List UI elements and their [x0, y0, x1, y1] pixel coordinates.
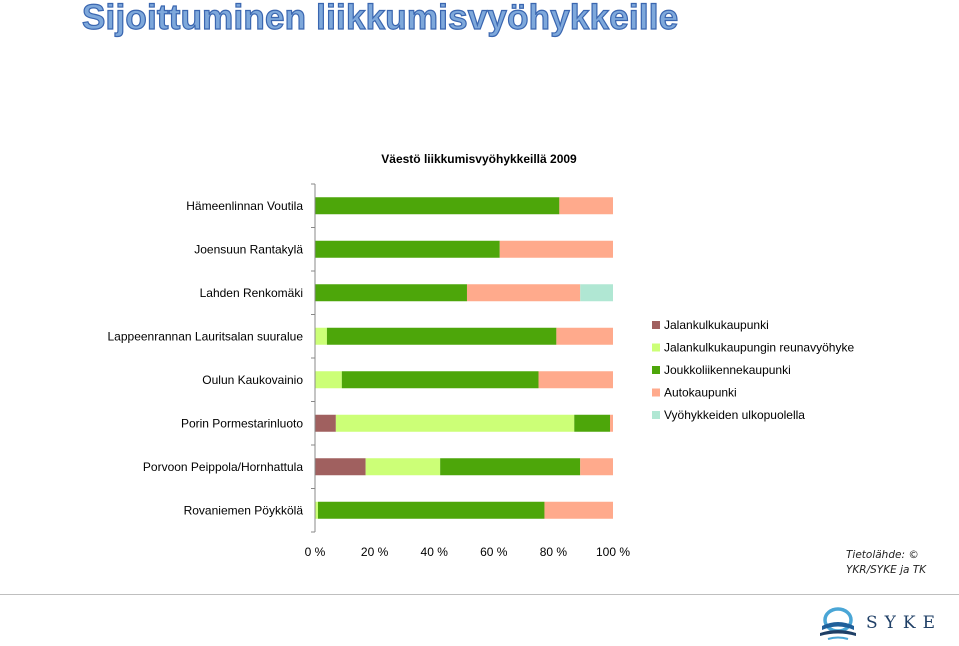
category-label-6: Porvoon Peippola/Hornhattula: [143, 460, 303, 474]
legend-swatch-4: [652, 411, 660, 419]
source-note: Tietolähde: © YKR/SYKE ja TK: [846, 548, 956, 578]
slide-title: Sijoittuminen liikkumisvyöhykkeille: [81, 0, 679, 38]
bar-segment-3-3: [556, 327, 613, 345]
category-labels: Hämeenlinnan Voutila Joensuun Rantakylä La…: [108, 199, 304, 518]
syke-logo-icon: [820, 607, 856, 640]
x-tick-label-5: 100 %: [596, 545, 630, 559]
category-label-2: Lahden Renkomäki: [200, 286, 303, 300]
footer-divider: [0, 594, 959, 595]
legend-swatch-1: [652, 343, 660, 352]
legend-label-0: Jalankulkukaupunki: [664, 318, 769, 332]
x-tick-label-3: 60 %: [480, 545, 508, 559]
bar-segment-2-3: [466, 284, 581, 302]
chart-title: Väestö liikkumisvyöhykkeillä 2009: [381, 152, 577, 166]
stacked-bar-chart: Väestö liikkumisvyöhykkeillä 2009 Hämeen…: [108, 152, 855, 559]
bar-segment-7-3: [544, 501, 613, 519]
bar-segment-0-2: [315, 197, 560, 215]
bar-segment-4-2: [341, 371, 539, 389]
bar-segment-5-3: [610, 414, 613, 432]
bar-segment-6-0: [315, 458, 366, 476]
bar-segment-4-1: [315, 371, 342, 389]
bar-segment-0-3: [559, 197, 613, 215]
bar-segment-7-1: [315, 501, 318, 519]
legend-swatch-2: [652, 366, 660, 374]
bar-segment-2-4: [580, 284, 613, 302]
bar-segment-3-1: [315, 327, 327, 345]
source-line-1: Tietolähde: ©: [846, 549, 919, 561]
category-label-4: Oulun Kaukovainio: [202, 373, 303, 387]
x-tick-labels: 0 % 20 % 40 % 60 % 80 % 100 %: [305, 545, 631, 559]
legend: Jalankulkukaupunki Jalankulkukaupungin re…: [652, 318, 854, 422]
bar-segment-7-2: [317, 501, 545, 519]
legend-swatch-0: [652, 321, 660, 329]
x-tick-label-4: 80 %: [540, 545, 568, 559]
legend-label-4: Vyöhykkeiden ulkopuolella: [664, 408, 805, 422]
category-label-1: Joensuun Rantakylä: [194, 242, 303, 256]
bar-segment-6-1: [365, 458, 441, 476]
bar-segment-1-2: [315, 240, 500, 258]
axes: [311, 183, 316, 533]
bar-segment-3-2: [326, 327, 557, 345]
bar-segment-6-3: [580, 458, 613, 476]
legend-label-2: Joukkoliikennekaupunki: [664, 363, 791, 377]
legend-label-1: Jalankulkukaupungin reunavyöhyke: [664, 341, 854, 355]
x-tick-label-1: 20 %: [361, 545, 389, 559]
source-line-2: YKR/SYKE ja TK: [846, 564, 927, 576]
category-label-7: Rovaniemen Pöykkölä: [184, 503, 304, 517]
category-label-5: Porin Pormestarinluoto: [181, 416, 303, 430]
category-label-3: Lappeenrannan Lauritsalan suuralue: [108, 329, 304, 343]
bar-segment-5-0: [315, 414, 336, 432]
bar-segment-5-2: [574, 414, 611, 432]
bar-segment-2-2: [315, 284, 467, 302]
bars-group: [315, 197, 613, 519]
legend-label-3: Autokaupunki: [664, 386, 737, 400]
bar-segment-5-1: [335, 414, 575, 432]
x-tick-label-2: 40 %: [421, 545, 449, 559]
x-tick-label-0: 0 %: [305, 545, 326, 559]
bar-segment-6-2: [440, 458, 581, 476]
syke-logo-text: SYKE: [866, 613, 942, 633]
bar-segment-4-3: [538, 371, 613, 389]
legend-swatch-3: [652, 388, 660, 397]
bar-segment-1-3: [499, 240, 613, 258]
category-label-0: Hämeenlinnan Voutila: [186, 199, 303, 213]
